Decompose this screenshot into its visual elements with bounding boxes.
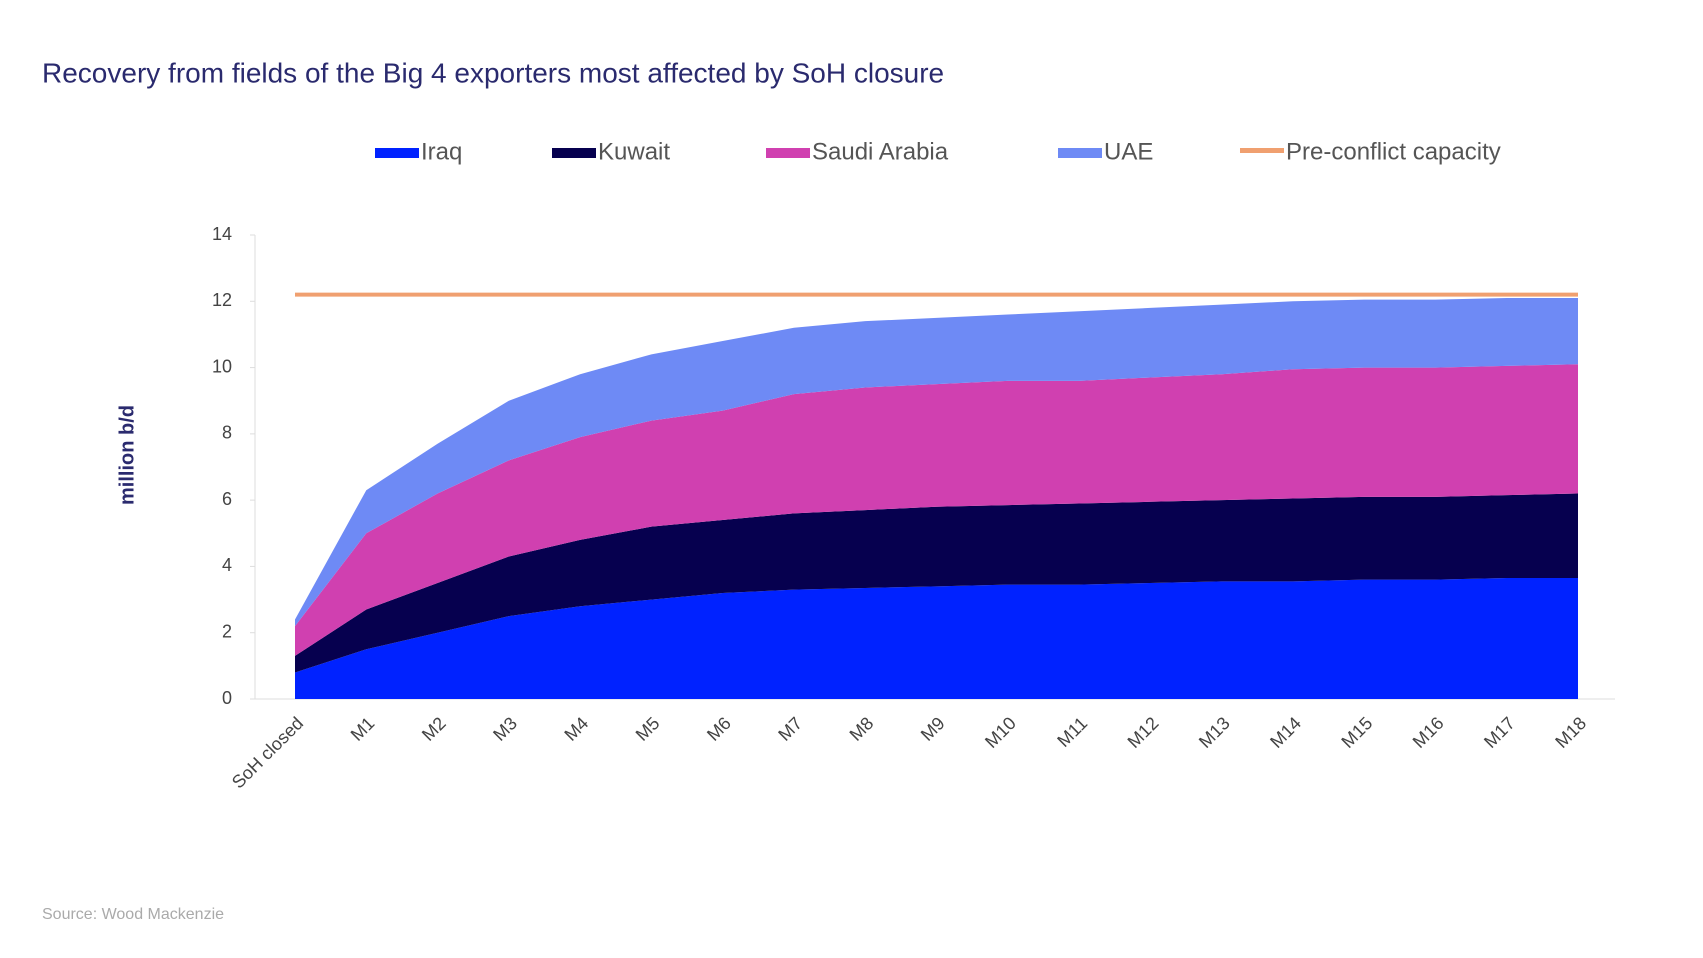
area xyxy=(295,493,1578,673)
legend-swatch xyxy=(1240,148,1284,153)
x-tick-label: M10 xyxy=(981,713,1020,752)
x-tick-label: M3 xyxy=(489,713,521,745)
x-tick-label: M13 xyxy=(1195,713,1234,752)
y-tick-label: 14 xyxy=(212,224,232,244)
source: Source: Wood Mackenzie xyxy=(42,906,224,923)
y-tick-label: 4 xyxy=(222,555,232,575)
y-tick-label: 0 xyxy=(222,688,232,708)
legend-label: Saudi Arabia xyxy=(812,138,949,165)
y-tick-label: 12 xyxy=(212,290,232,310)
x-tick-label: M18 xyxy=(1551,713,1590,752)
legend-label: UAE xyxy=(1104,138,1153,165)
x-tick-label: M2 xyxy=(418,713,450,745)
x-tick-label: M14 xyxy=(1266,713,1305,752)
x-tick-label: M7 xyxy=(774,713,806,745)
x-tick-label: SoH closed xyxy=(228,713,307,792)
y-axis-label: million b/d xyxy=(116,405,138,505)
area xyxy=(295,578,1578,699)
x-tick-label: M12 xyxy=(1124,713,1163,752)
x-tick-label: M17 xyxy=(1480,713,1519,752)
y-tick-label: 6 xyxy=(222,489,232,509)
area xyxy=(295,297,1578,627)
x-tick-label: M8 xyxy=(846,713,878,745)
x-tick-label: M6 xyxy=(703,713,735,745)
legend-label: Iraq xyxy=(421,138,462,165)
x-tick-label: M16 xyxy=(1409,713,1448,752)
x-tick-label: M5 xyxy=(632,713,664,745)
y-tick-label: 2 xyxy=(222,621,232,641)
legend-label: Pre-conflict capacity xyxy=(1286,138,1501,165)
legend-swatch xyxy=(1058,148,1102,158)
legend-swatch xyxy=(766,148,810,158)
area xyxy=(295,364,1578,656)
chart-title: Recovery from fields of the Big 4 export… xyxy=(42,57,944,88)
x-tick-label: M1 xyxy=(347,713,379,745)
legend-swatch xyxy=(552,148,596,158)
x-tick-label: M4 xyxy=(560,713,592,745)
x-tick-label: M15 xyxy=(1337,713,1376,752)
y-tick-label: 8 xyxy=(222,423,232,443)
legend-swatch xyxy=(375,148,419,158)
x-tick-label: M9 xyxy=(917,713,949,745)
x-tick-label: M11 xyxy=(1053,713,1091,751)
legend-label: Kuwait xyxy=(598,138,670,165)
y-tick-label: 10 xyxy=(212,356,232,376)
